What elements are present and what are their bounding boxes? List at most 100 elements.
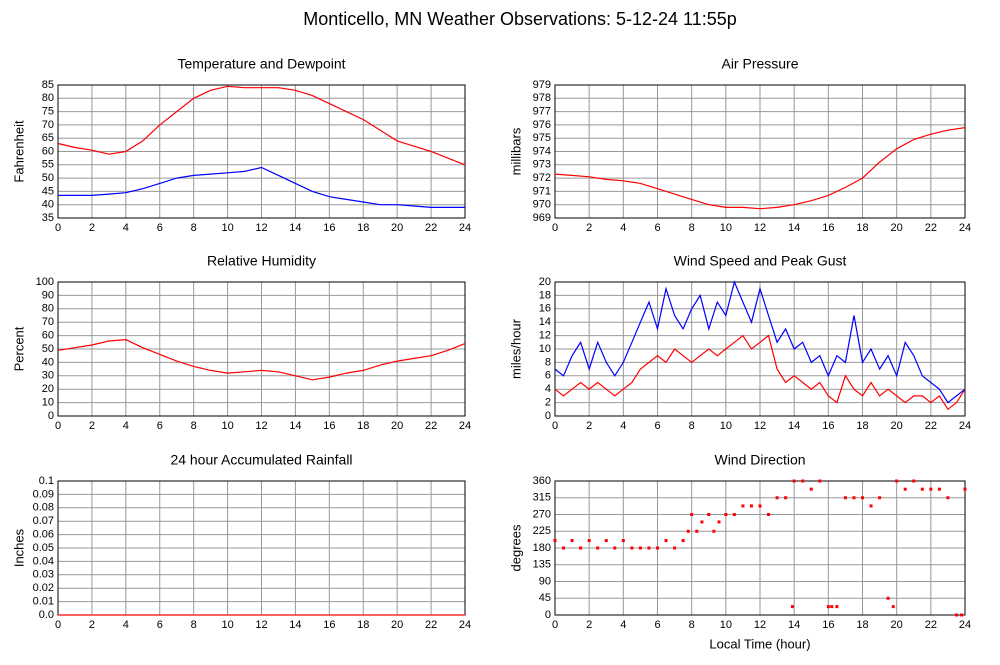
data-point <box>878 496 882 500</box>
y-tick-label: 0.1 <box>39 475 54 487</box>
y-tick-label: 50 <box>42 172 54 184</box>
data-point <box>621 539 625 543</box>
x-tick-label: 24 <box>459 619 471 631</box>
x-tick-label: 24 <box>459 222 471 234</box>
y-tick-label: 55 <box>42 159 54 171</box>
x-tick-label: 10 <box>720 619 732 631</box>
x-tick-label: 0 <box>55 420 61 432</box>
y-tick-label: 60 <box>42 330 54 342</box>
y-tick-label: 30 <box>42 370 54 382</box>
series-line <box>554 127 966 210</box>
y-tick-label: 6 <box>545 370 551 382</box>
y-tick-label: 8 <box>545 356 551 368</box>
data-point <box>895 479 899 483</box>
data-point <box>553 539 557 543</box>
y-tick-label: 80 <box>42 303 54 315</box>
x-tick-label: 22 <box>425 222 437 234</box>
data-point <box>664 539 668 543</box>
data-point <box>686 529 690 533</box>
x-tick-label: 16 <box>822 420 834 432</box>
data-point <box>732 513 736 516</box>
x-tick-label: 20 <box>891 420 903 432</box>
data-point <box>741 504 745 508</box>
data-point <box>960 613 964 617</box>
data-point <box>852 496 856 500</box>
data-point <box>604 539 608 543</box>
data-point <box>869 504 873 508</box>
x-tick-label: 2 <box>586 222 592 234</box>
y-tick-label: 225 <box>533 525 551 537</box>
data-point <box>570 539 574 543</box>
x-tick-label: 22 <box>425 619 437 631</box>
data-point <box>579 546 583 550</box>
x-tick-label: 14 <box>788 619 800 631</box>
data-point <box>767 513 771 516</box>
x-tick-label: 20 <box>391 619 403 631</box>
x-tick-label: 6 <box>157 222 163 234</box>
y-tick-label: 100 <box>36 276 54 288</box>
x-tick-label: 0 <box>552 619 558 631</box>
data-point <box>818 479 822 483</box>
x-tick-label: 12 <box>754 222 766 234</box>
y-tick-label: 90 <box>539 575 551 587</box>
y-tick-label: 969 <box>533 212 551 224</box>
y-tick-label: 20 <box>539 276 551 288</box>
series-line <box>57 338 466 381</box>
data-point <box>758 504 762 508</box>
y-tick-label: 20 <box>42 383 54 395</box>
data-point <box>724 513 728 516</box>
data-point <box>638 546 642 550</box>
y-tick-label: 40 <box>42 199 54 211</box>
x-tick-label: 10 <box>221 619 233 631</box>
x-tick-label: 18 <box>856 420 868 432</box>
y-tick-label: 135 <box>533 559 551 571</box>
y-tick-label: 0 <box>545 609 551 621</box>
data-point <box>792 479 796 483</box>
x-tick-label: 14 <box>788 420 800 432</box>
y-tick-label: 976 <box>533 119 551 131</box>
x-tick-label: 16 <box>323 619 335 631</box>
data-point <box>801 479 805 483</box>
data-point <box>937 487 941 491</box>
y-tick-label: 70 <box>42 119 54 131</box>
y-tick-label: 70 <box>42 316 54 328</box>
x-tick-label: 20 <box>891 222 903 234</box>
x-tick-label: 20 <box>891 619 903 631</box>
y-tick-label: 45 <box>42 185 54 197</box>
x-tick-label: 24 <box>459 420 471 432</box>
x-tick-label: 24 <box>959 420 971 432</box>
data-point <box>700 520 704 524</box>
x-tick-label: 10 <box>720 222 732 234</box>
y-tick-label: 270 <box>533 508 551 520</box>
page-title: Monticello, MN Weather Observations: 5-1… <box>303 9 737 29</box>
y-tick-label: 0 <box>545 410 551 422</box>
y-tick-label: 973 <box>533 159 551 171</box>
data-point <box>954 613 958 617</box>
y-tick-label: 80 <box>42 92 54 104</box>
plot-border <box>554 480 966 616</box>
y-tick-label: 0.09 <box>33 488 54 500</box>
y-tick-label: 360 <box>533 475 551 487</box>
panel-title: Air Pressure <box>721 56 798 72</box>
x-tick-label: 18 <box>357 420 369 432</box>
data-point <box>717 520 721 524</box>
x-tick-label: 22 <box>925 222 937 234</box>
y-tick-label: 45 <box>539 592 551 604</box>
data-point <box>886 596 890 600</box>
x-tick-label: 16 <box>822 222 834 234</box>
y-tick-label: 180 <box>533 542 551 554</box>
y-axis-label: Inches <box>11 528 26 567</box>
y-tick-label: 971 <box>533 185 551 197</box>
panel-title: Temperature and Dewpoint <box>177 56 345 72</box>
data-point <box>707 513 711 516</box>
y-tick-label: 972 <box>533 172 551 184</box>
x-tick-label: 8 <box>689 222 695 234</box>
y-tick-label: 0.02 <box>33 582 54 594</box>
data-point <box>929 487 933 491</box>
y-tick-label: 970 <box>533 199 551 211</box>
y-tick-label: 0.04 <box>33 555 54 567</box>
x-tick-label: 6 <box>157 420 163 432</box>
x-tick-label: 4 <box>123 619 129 631</box>
y-tick-label: 40 <box>42 356 54 368</box>
x-tick-label: 14 <box>289 222 301 234</box>
